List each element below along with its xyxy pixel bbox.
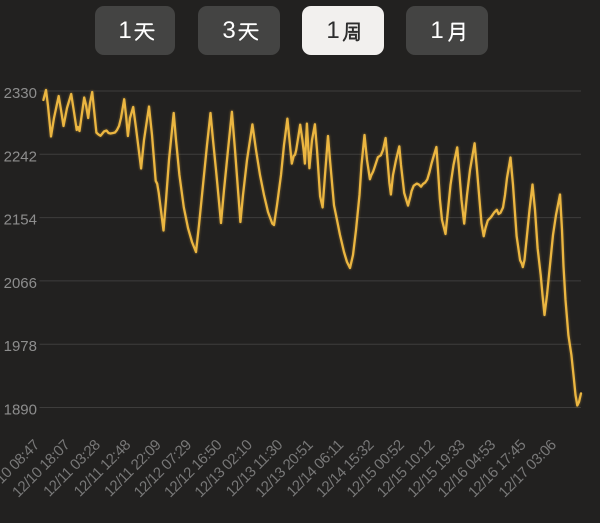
svg-text:2154: 2154	[4, 212, 37, 229]
svg-text:1978: 1978	[4, 338, 37, 355]
svg-text:2066: 2066	[4, 275, 37, 292]
svg-text:2242: 2242	[4, 148, 37, 165]
svg-text:1890: 1890	[4, 402, 37, 419]
svg-text:2330: 2330	[4, 85, 37, 102]
